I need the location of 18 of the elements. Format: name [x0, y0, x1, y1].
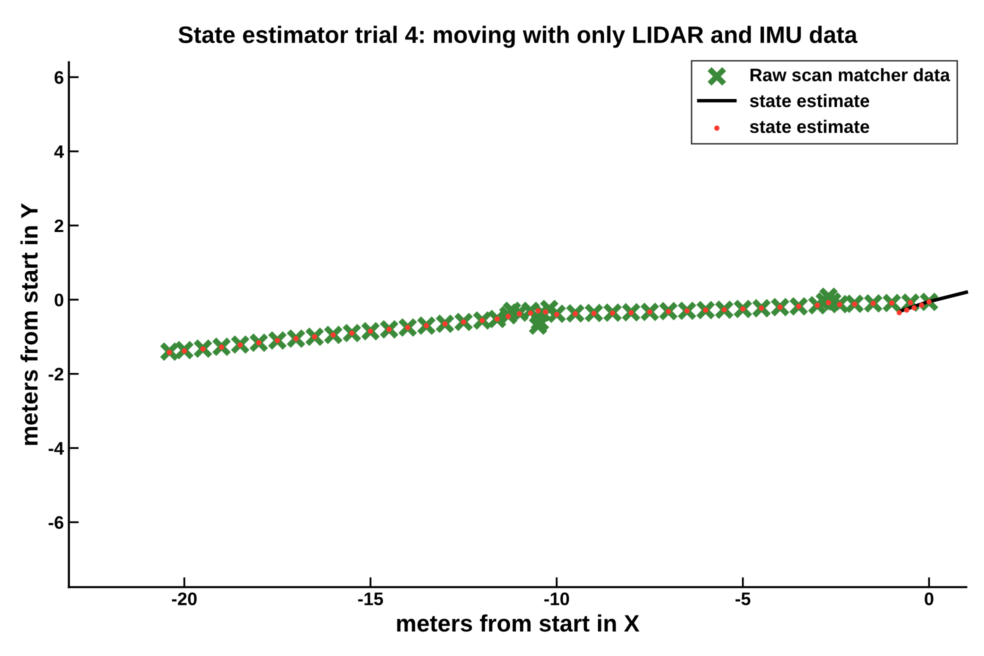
x-tick-label: -10: [544, 592, 569, 606]
y-tick-label: 6: [54, 71, 64, 84]
legend-label: state estimate: [750, 94, 870, 108]
x-tick-label: -5: [736, 592, 750, 606]
legend-label: Raw scan matcher data: [750, 68, 950, 82]
legend-label: state estimate: [750, 120, 870, 134]
chart-title: State estimator trial 4: moving with only LIDAR and IMU data: [178, 26, 858, 48]
x-tick-label: 0: [924, 592, 934, 606]
y-axis-title: meters from start in Y: [20, 203, 38, 445]
x-tick-label: -20: [172, 592, 197, 606]
y-tick-label: 0: [54, 294, 64, 306]
y-tick-label: 4: [54, 145, 64, 158]
x-tick-label: -15: [358, 592, 384, 606]
y-tick-label: -4: [48, 442, 64, 455]
y-tick-label: -2: [48, 368, 64, 380]
y-tick-label: 2: [54, 219, 64, 232]
x-axis-title: meters from start in X: [397, 614, 640, 632]
y-tick-label: -6: [48, 516, 64, 529]
